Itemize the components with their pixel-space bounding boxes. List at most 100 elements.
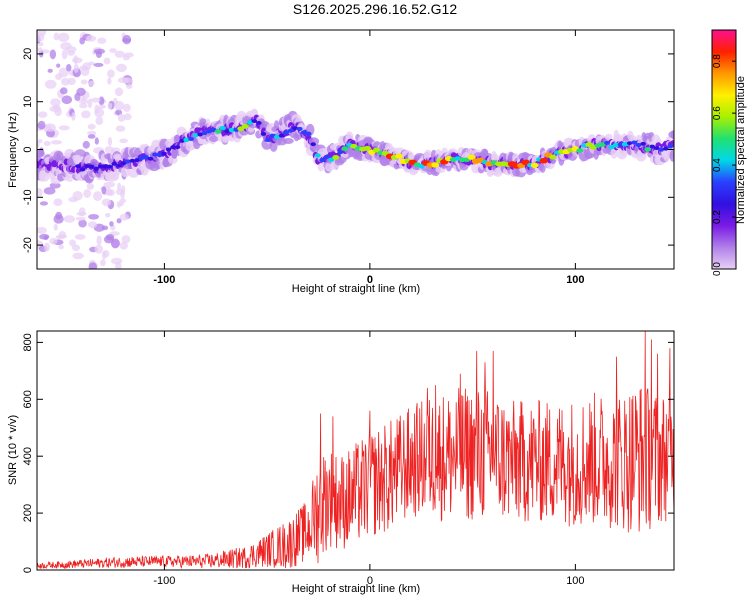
- spectrogram-blob-67: [96, 235, 102, 246]
- colorbar-tick-label-0: 0.0: [712, 262, 723, 276]
- spectrogram-blob-25: [81, 110, 91, 119]
- spectrogram-blob-111: [126, 83, 133, 89]
- spectrogram-blob-1322: [372, 147, 381, 153]
- spectrogram-blob-116: [81, 95, 86, 102]
- spectrogram-blob-51: [98, 96, 105, 106]
- spectrogram-blob-98: [69, 239, 77, 247]
- spectrogram-blob-196: [78, 207, 86, 217]
- spectrogram-blob-210: [37, 141, 40, 148]
- snr-x-tick-label-0: -100: [153, 575, 175, 587]
- spectrogram-blob-1306: [301, 130, 308, 135]
- spectrogram-blob-1373: [604, 140, 610, 145]
- spectrogram-blob-1380: [635, 143, 642, 148]
- spectrogram-blob-0: [93, 191, 103, 202]
- spectrogram-blob-84: [103, 57, 111, 65]
- spectrogram-blob-202: [88, 80, 95, 87]
- spectrogram-blob-121: [90, 97, 101, 103]
- spectrogram-blob-1383: [649, 144, 656, 149]
- spectrogram-blob-1284: [201, 131, 208, 136]
- colorbar-label: Normalized spectral amplitude: [735, 76, 747, 224]
- spectrogram-blob-164: [95, 50, 102, 59]
- spectrogram-blob-62: [37, 226, 47, 234]
- spectrogram-blob-209: [110, 257, 123, 265]
- spectrogram-y-tick-label-0: -20: [22, 237, 34, 253]
- spectrogram-blob-97: [38, 42, 44, 47]
- snr-y-label: SNR (10 * v/v): [7, 415, 19, 485]
- spectrogram-blob-110: [93, 62, 104, 68]
- snr-x-tick-label-2: 100: [566, 575, 584, 587]
- spectrogram-blob-170: [54, 107, 62, 117]
- snr-x-tick-label-1: 0: [367, 575, 373, 587]
- spectrogram-blob-1374: [608, 144, 615, 150]
- spectrogram-blob-1382: [644, 147, 651, 152]
- snr-panel: -100 0 100 0 200 400 600 800 Height of straigh…: [7, 330, 675, 595]
- spectrogram-blob-165: [68, 196, 79, 203]
- spectrogram-blob-126: [103, 250, 110, 258]
- spectrogram-blob-1378: [626, 141, 633, 146]
- spectrogram-blob-1320: [363, 145, 371, 151]
- spectrogram-blob-178: [56, 63, 61, 68]
- spectrogram-blob-120: [115, 109, 123, 116]
- spectrogram-blob-1299: [269, 133, 276, 138]
- spectrogram-blob-605: [269, 140, 278, 152]
- spectrogram-blob-1287: [214, 129, 222, 134]
- spectrogram-blob-1309: [314, 153, 321, 158]
- spectrogram-blob-128: [50, 140, 63, 145]
- spectrogram-blob-1294: [246, 120, 254, 125]
- spectrogram-blob-1311: [323, 154, 330, 159]
- spectrogram-blob-1387: [667, 144, 674, 149]
- spectrogram-blob-113: [53, 198, 63, 206]
- spectrogram-blob-188: [119, 241, 128, 250]
- spectrogram-blob-172: [119, 198, 127, 204]
- spectrogram-blob-211: [44, 123, 56, 132]
- spectrogram-blob-1263: [106, 164, 113, 169]
- spectrogram-blob-200: [67, 77, 76, 85]
- spectrogram-blob-105: [37, 187, 43, 198]
- spectrogram-blob-1377: [621, 142, 629, 147]
- spectrogram-blob-81: [103, 181, 116, 188]
- spectrogram-blob-138: [115, 63, 127, 73]
- spectrogram-blob-214: [55, 211, 63, 220]
- spectrogram-blob-203: [66, 50, 76, 56]
- spectrogram-blob-1266: [120, 161, 127, 166]
- spectrogram-blob-80: [109, 221, 114, 227]
- spectrogram-blob-1267: [125, 159, 131, 164]
- spectrogram-blob-1148: [604, 133, 613, 141]
- spectrogram-x-ticks: -100 0 100: [153, 30, 585, 286]
- spectrogram-blob-218: [74, 92, 81, 102]
- colorbar-gradient: [711, 29, 737, 270]
- spectrogram-blob-144: [79, 103, 88, 109]
- spectrogram-blob-115: [101, 186, 107, 195]
- spectrogram-blob-1375: [612, 142, 620, 148]
- snr-y-tick-label-3: 600: [22, 390, 34, 408]
- snr-y-tick-label-4: 800: [22, 333, 34, 351]
- spectrogram-blob-1272: [147, 156, 154, 161]
- spectrogram-blob-1315: [341, 146, 349, 151]
- spectrogram-blob-168: [117, 77, 130, 84]
- spectrogram-blob-104: [88, 221, 98, 229]
- spectrogram-blob-83: [94, 137, 99, 145]
- spectrogram-blob-1157: [610, 148, 618, 159]
- spectrogram-blob-76: [50, 98, 61, 107]
- spectrogram-blob-193: [117, 113, 126, 122]
- spectrogram-blob-1274: [156, 152, 163, 158]
- spectrogram-blob-156: [75, 216, 86, 221]
- spectrogram-blob-1256: [75, 164, 81, 169]
- spectrogram-blob-173: [103, 235, 114, 244]
- spectrogram-blob-1301: [278, 133, 285, 138]
- snr-y-tick-label-0: 0: [22, 567, 34, 573]
- spectrogram-blob-216: [60, 87, 68, 95]
- spectrogram-blob-204: [121, 185, 126, 195]
- spectrogram-x-label: Height of straight line (km): [292, 283, 420, 295]
- spectrogram-blob-89: [74, 234, 86, 240]
- spectrogram-blob-1308: [310, 142, 316, 147]
- spectrogram-blob-1268: [129, 158, 136, 163]
- spectrogram-blob-1270: [138, 156, 145, 161]
- spectrogram-y-tick-label-3: 10: [22, 96, 34, 108]
- spectrogram-blob-1304: [292, 126, 298, 131]
- spectrogram-blob-130: [105, 189, 113, 196]
- spectrogram-blob-49: [116, 218, 122, 224]
- spectrogram-blob-136: [119, 213, 129, 221]
